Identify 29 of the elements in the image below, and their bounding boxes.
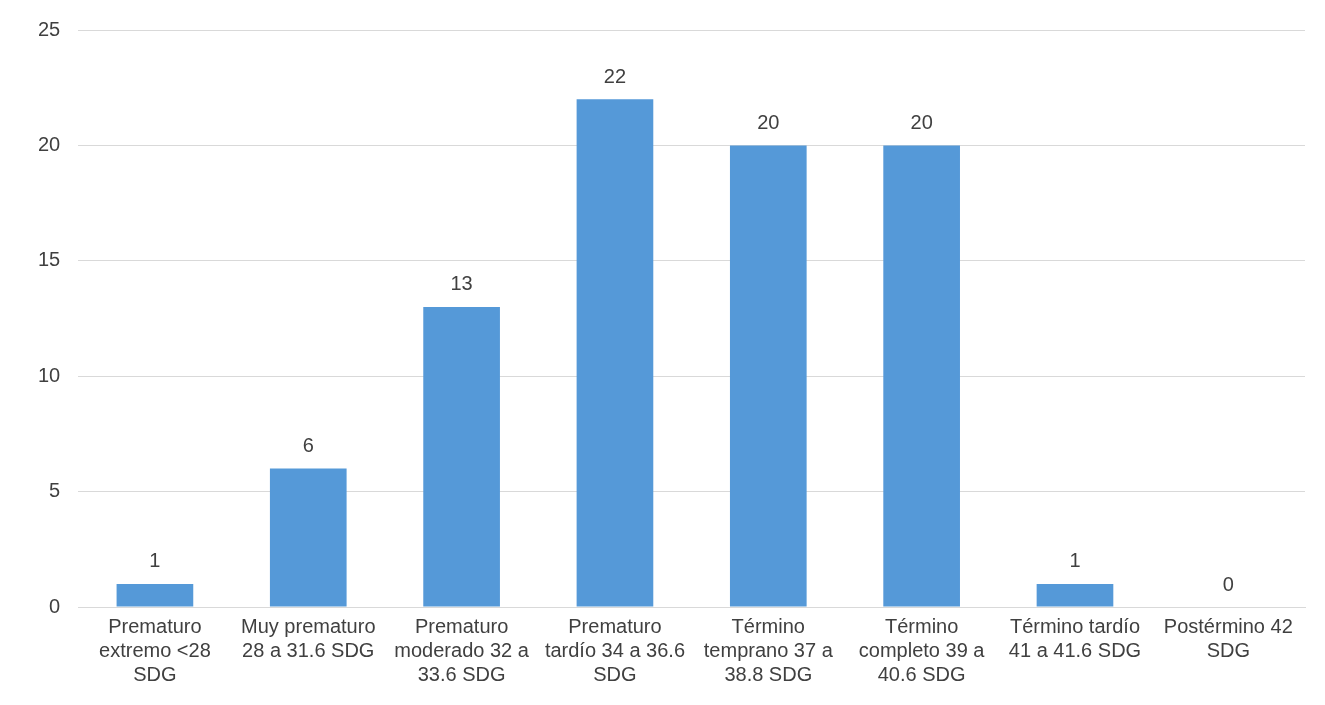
x-tick-label: Término completo 39 a 40.6 SDG bbox=[858, 614, 986, 685]
bar bbox=[116, 583, 194, 607]
x-tick-label: Término temprano 37 a 38.8 SDG bbox=[703, 614, 834, 685]
bar bbox=[729, 145, 807, 607]
data-label: 6 bbox=[302, 434, 314, 457]
data-label: 20 bbox=[910, 110, 933, 133]
bar bbox=[883, 145, 960, 607]
x-tick-label: Prematuro tardío 34 a 36.6 SDG bbox=[544, 614, 686, 685]
data-label: 1 bbox=[149, 549, 161, 572]
data-label: 0 bbox=[1222, 572, 1234, 595]
bar bbox=[576, 99, 654, 607]
y-tick-label: 25 bbox=[38, 17, 61, 40]
y-tick-label: 15 bbox=[38, 248, 61, 271]
bar bbox=[269, 468, 347, 607]
data-label: 13 bbox=[450, 272, 473, 295]
x-tick-label: Prematuro moderado 32 a 33.6 SDG bbox=[394, 614, 530, 685]
y-tick-label: 5 bbox=[49, 479, 61, 502]
data-label: 1 bbox=[1069, 549, 1081, 572]
data-label: 20 bbox=[757, 110, 780, 133]
bar bbox=[1036, 583, 1114, 607]
x-tick-label: Postérmino 42 SDG bbox=[1163, 614, 1293, 661]
data-label: 22 bbox=[603, 64, 627, 87]
y-tick-label: 10 bbox=[38, 363, 61, 386]
x-tick-label: Prematuro extremo <28 SDG bbox=[99, 614, 211, 685]
y-tick-label: 20 bbox=[38, 132, 61, 155]
bar bbox=[423, 306, 500, 607]
x-tick-label: Muy prematuro 28 a 31.6 SDG bbox=[241, 614, 376, 661]
y-tick-label: 0 bbox=[49, 594, 61, 617]
x-tick-label: Término tardío 41 a 41.6 SDG bbox=[1008, 614, 1142, 661]
